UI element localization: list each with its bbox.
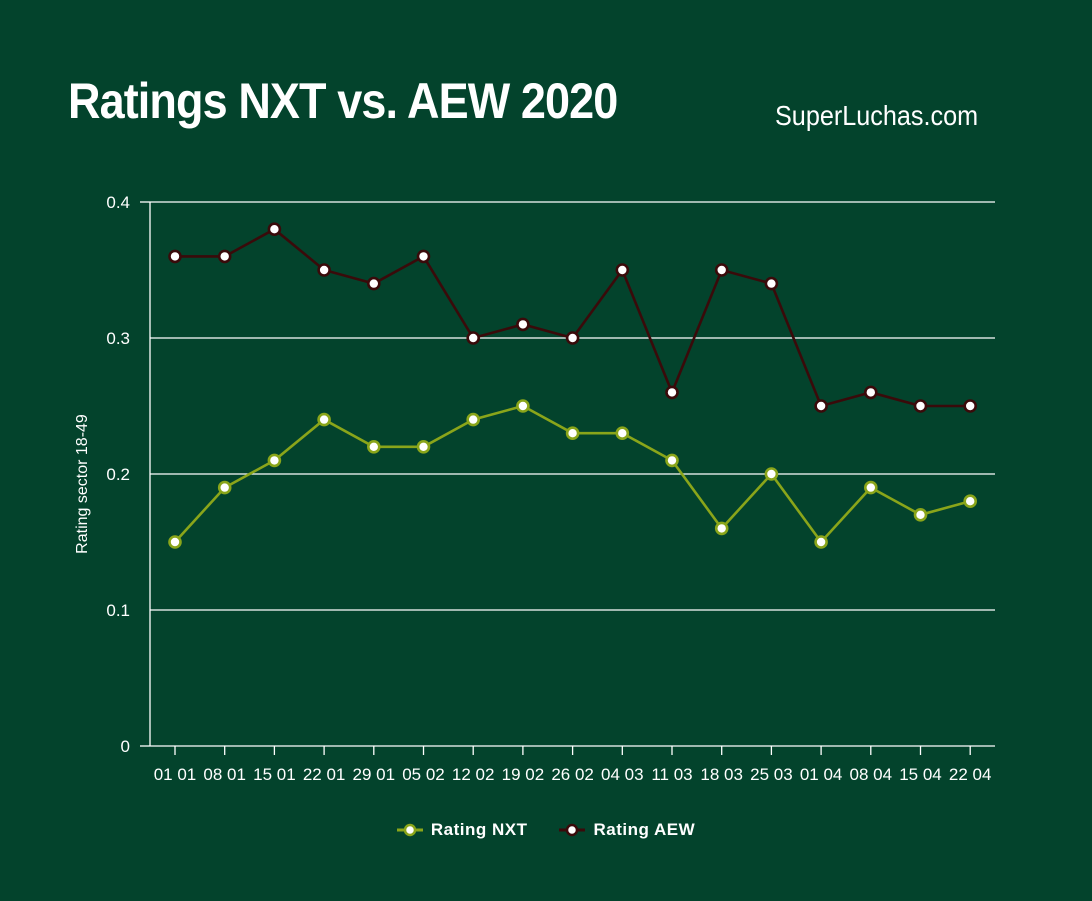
x-tick-label: 19 02: [502, 765, 545, 784]
x-tick-label: 08 01: [203, 765, 246, 784]
x-tick-label: 12 02: [452, 765, 495, 784]
axis-labels: 0 0.1 0.2 0.3 0.4 01 01 08 01 15 01 22 01 29 01 05…: [74, 193, 991, 784]
data-point-rating-aew: [814, 399, 828, 413]
data-point-rating-aew: [913, 399, 928, 413]
data-point-rating-aew: [466, 331, 481, 345]
x-tick-label: 26 02: [551, 765, 594, 784]
y-tick-label: 0: [121, 737, 130, 756]
data-point-rating-nxt: [366, 439, 381, 454]
chart-legend: Rating NXT Rating AEW: [0, 820, 1092, 840]
y-tick-label: 0.3: [106, 329, 130, 348]
data-point-rating-aew: [217, 249, 232, 264]
brand-watermark: SuperLuchas.com: [775, 100, 979, 131]
x-tick-label: 05 02: [402, 765, 445, 784]
x-tick-label: 08 04: [850, 765, 893, 784]
series-lines: [168, 222, 978, 549]
data-point-rating-aew: [168, 249, 182, 264]
data-point-rating-aew: [366, 276, 381, 291]
x-tick-label: 15 04: [899, 765, 942, 784]
data-point-rating-aew: [516, 317, 530, 332]
data-point-rating-nxt: [416, 439, 431, 454]
x-tick-label: 18 03: [700, 765, 743, 784]
legend-label-aew: Rating AEW: [593, 820, 696, 839]
x-tick-label: 01 04: [800, 765, 843, 784]
y-tick-label: 0.1: [106, 601, 130, 620]
legend-marker-aew: [559, 823, 586, 837]
data-point-rating-nxt: [615, 426, 630, 441]
data-point-rating-nxt: [466, 412, 481, 427]
x-tick-label: 29 01: [353, 765, 396, 784]
data-point-rating-aew: [565, 331, 580, 345]
data-point-rating-nxt: [913, 507, 928, 522]
data-point-rating-nxt: [565, 426, 580, 441]
data-point-rating-nxt: [665, 453, 679, 468]
data-point-rating-nxt: [764, 467, 779, 481]
data-point-rating-nxt: [863, 480, 878, 495]
data-point-rating-aew: [863, 385, 878, 400]
y-axis-title: Rating sector 18-49: [74, 414, 91, 554]
chart-title: Ratings NXT vs. AEW 2020: [68, 73, 618, 129]
data-point-rating-aew: [764, 276, 779, 291]
data-point-rating-aew: [416, 249, 431, 264]
data-point-rating-nxt: [317, 412, 331, 427]
data-point-rating-nxt: [714, 521, 729, 536]
legend-label-nxt: Rating NXT: [430, 820, 528, 839]
legend-item-aew[interactable]: Rating AEW: [559, 820, 695, 840]
data-point-rating-aew: [714, 263, 729, 277]
x-tick-label: 04 03: [601, 765, 644, 784]
data-point-rating-nxt: [168, 535, 182, 549]
x-tick-label: 11 03: [651, 765, 692, 784]
legend-marker-nxt: [396, 823, 423, 837]
series-line-rating-aew: [175, 227, 971, 408]
data-point-rating-aew: [267, 222, 282, 236]
data-point-rating-nxt: [814, 535, 828, 549]
x-tick-label: 01 01: [154, 765, 197, 784]
data-point-rating-nxt: [963, 494, 978, 509]
x-tick-label: 22 04: [949, 765, 992, 784]
grid-lines: [150, 201, 995, 611]
data-point-rating-nxt: [516, 399, 530, 413]
y-tick-label: 0.2: [106, 465, 130, 484]
axes: [140, 201, 995, 755]
data-point-rating-nxt: [267, 453, 282, 468]
data-point-rating-aew: [615, 263, 630, 277]
data-point-rating-aew: [963, 399, 978, 413]
x-tick-label: 15 01: [253, 765, 296, 784]
x-tick-label: 25 03: [750, 765, 793, 784]
y-tick-label: 0.4: [106, 193, 130, 212]
data-point-rating-aew: [317, 263, 331, 277]
series-rating-nxt: [168, 399, 978, 549]
data-point-rating-aew: [665, 385, 679, 400]
x-tick-label: 22 01: [303, 765, 346, 784]
data-point-rating-nxt: [217, 480, 232, 495]
legend-item-nxt[interactable]: Rating NXT: [396, 820, 528, 840]
series-rating-aew: [168, 222, 978, 413]
